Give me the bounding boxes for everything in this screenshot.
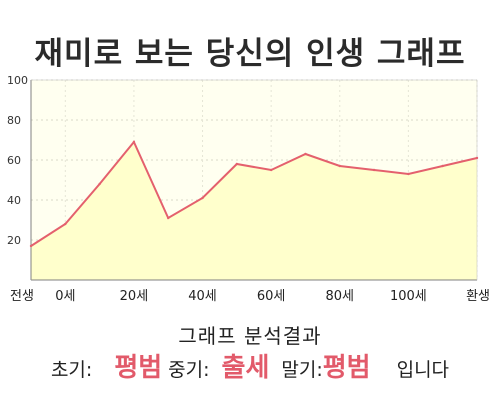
- data-point: [407, 172, 410, 176]
- early-label: 초기:: [50, 359, 93, 381]
- data-point: [29, 244, 33, 248]
- page-title: 재미로 보는 당신의 인생 그래프: [34, 36, 466, 72]
- data-point: [304, 152, 307, 156]
- data-point: [235, 162, 239, 166]
- data-point: [167, 216, 170, 220]
- x-tick-label: 0세: [55, 289, 75, 304]
- middle-label: 중기:: [168, 359, 210, 381]
- y-tick-label: 60: [7, 154, 21, 167]
- data-point: [64, 222, 67, 226]
- x-tick-label: 전생: [10, 289, 34, 304]
- x-tick-label: 20세: [120, 289, 149, 304]
- data-point: [201, 196, 204, 200]
- data-point: [338, 164, 341, 168]
- x-tick-label: 60세: [257, 289, 286, 304]
- x-tick-labels: 전생 0세 20세 40세 60세 80세 100세 환생: [10, 289, 490, 304]
- data-point: [98, 182, 101, 186]
- late-value: 평범: [322, 353, 371, 383]
- y-tick-labels: 20 40 60 80 100: [7, 74, 28, 247]
- result-suffix: 입니다: [396, 359, 450, 381]
- y-tick-label: 40: [7, 194, 21, 207]
- x-tick-label: 80세: [326, 289, 355, 304]
- x-tick-label: 환생: [466, 289, 490, 304]
- data-point: [269, 168, 273, 172]
- data-point: [475, 156, 479, 160]
- data-point: [441, 164, 444, 168]
- series-line: [30, 140, 478, 247]
- x-tick-label: 40세: [188, 289, 217, 304]
- result-summary: 초기: 평범 중기: 출세 말기: 평범 입니다: [0, 347, 500, 383]
- data-point: [132, 140, 136, 144]
- data-point: [372, 168, 376, 172]
- late-label: 말기:: [281, 359, 323, 381]
- y-tick-label: 100: [7, 74, 28, 87]
- result-heading: 그래프 분석결과: [178, 324, 322, 348]
- y-tick-label: 20: [7, 234, 21, 247]
- plot-border: [30, 79, 478, 281]
- middle-value: 출세: [221, 353, 270, 383]
- early-value: 평범: [114, 353, 163, 383]
- area-fill: [31, 142, 477, 280]
- y-tick-label: 80: [7, 114, 21, 127]
- data-points: [29, 140, 479, 248]
- x-tick-label: 100세: [390, 289, 427, 304]
